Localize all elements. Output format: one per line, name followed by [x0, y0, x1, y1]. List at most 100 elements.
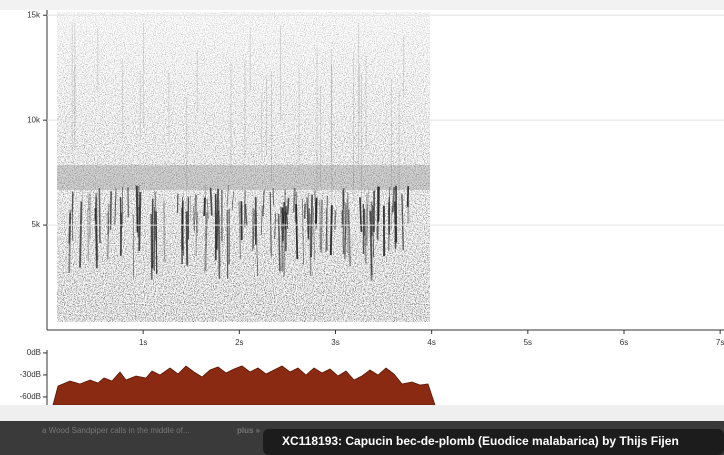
y-tick-label: 15k — [27, 10, 41, 19]
x-tick-label: 5s — [524, 338, 532, 347]
page-strip — [0, 405, 724, 421]
call-stroke — [195, 195, 197, 257]
caption-box — [263, 429, 724, 455]
call-stroke — [182, 196, 184, 256]
call-stroke — [107, 203, 110, 260]
call-stroke — [79, 201, 83, 268]
call-stroke — [203, 197, 206, 216]
call-stroke — [231, 191, 234, 210]
call-stroke — [244, 203, 248, 226]
call-stroke — [294, 191, 298, 222]
call-stroke — [347, 199, 349, 258]
caption: XC118193: Capucin bec-de-plomb (Euodice … — [282, 434, 679, 448]
call-stroke — [185, 211, 189, 266]
call-stroke — [262, 189, 265, 217]
call-stroke — [253, 196, 256, 239]
call-stroke — [150, 213, 153, 280]
call-stroke — [342, 190, 345, 209]
call-stroke — [306, 197, 310, 239]
more-link[interactable]: plus » — [237, 426, 261, 435]
call-stroke — [329, 205, 333, 256]
call-stroke — [307, 193, 309, 233]
amplitude-envelope — [52, 365, 436, 406]
call-stroke — [344, 202, 347, 260]
call-stroke — [106, 212, 109, 235]
x-tick-label: 2s — [235, 338, 243, 347]
call-stroke — [359, 197, 363, 232]
call-stroke — [390, 205, 393, 231]
y-tick-label: 10k — [27, 115, 41, 124]
call-stroke — [302, 199, 304, 265]
call-stroke — [209, 187, 213, 216]
call-stroke — [255, 210, 258, 277]
call-stroke — [153, 210, 156, 271]
call-stroke — [388, 186, 391, 216]
call-stroke — [87, 208, 90, 262]
call-stroke — [87, 193, 90, 211]
call-stroke — [391, 187, 396, 213]
call-stroke — [372, 205, 375, 258]
x-tick-label: 7s — [716, 338, 724, 347]
call-stroke — [346, 192, 350, 228]
amp-tick-label: 0dB — [27, 348, 41, 357]
noise-band — [57, 165, 430, 190]
call-stroke — [218, 199, 221, 268]
x-tick-label: 4s — [427, 338, 435, 347]
call-stroke — [286, 197, 290, 215]
call-stroke — [277, 213, 281, 272]
call-stroke — [215, 188, 220, 250]
call-stroke — [217, 210, 221, 279]
call-stroke — [283, 211, 286, 277]
call-stroke — [345, 205, 348, 253]
top-bar — [0, 0, 724, 10]
spectrogram-fade — [57, 12, 430, 322]
call-stroke — [313, 207, 315, 260]
call-stroke — [109, 191, 113, 231]
call-stroke — [325, 195, 328, 253]
call-stroke — [155, 211, 158, 275]
call-stroke — [204, 185, 207, 239]
amp-tick-label: -60dB — [20, 392, 41, 401]
call-stroke — [281, 207, 285, 224]
call-stroke — [243, 189, 246, 228]
call-stroke — [68, 212, 71, 244]
call-stroke — [334, 210, 337, 230]
call-stroke — [310, 194, 314, 258]
call-stroke — [269, 191, 272, 257]
call-stroke — [295, 203, 299, 260]
amp-tick-label: -30dB — [20, 370, 41, 379]
x-tick-label: 1s — [139, 338, 147, 347]
call-stroke — [95, 192, 99, 260]
y-tick-label: 5k — [32, 220, 41, 229]
call-stroke — [138, 192, 142, 252]
spectrogram — [57, 12, 430, 322]
call-stroke — [320, 199, 323, 253]
call-stroke — [325, 208, 329, 251]
remarks: a Wood Sandpiper calls in the middle of.… — [42, 426, 190, 435]
call-stroke — [206, 198, 209, 220]
call-stroke — [163, 200, 166, 262]
call-stroke — [114, 188, 117, 226]
call-stroke — [401, 194, 404, 251]
call-stroke — [406, 186, 410, 207]
call-stroke — [347, 209, 351, 267]
x-tick-label: 6s — [620, 338, 628, 347]
call-stroke — [68, 210, 72, 273]
x-tick-label: 3s — [331, 338, 339, 347]
call-stroke — [309, 214, 312, 276]
call-stroke — [368, 188, 370, 221]
call-stroke — [315, 197, 318, 224]
call-stroke — [292, 188, 296, 213]
call-stroke — [98, 188, 101, 244]
call-stroke — [226, 185, 229, 207]
call-stroke — [94, 208, 98, 269]
call-stroke — [303, 203, 307, 219]
call-stroke — [252, 209, 255, 249]
call-stroke — [274, 213, 277, 239]
call-stroke — [260, 205, 263, 236]
call-stroke — [363, 208, 367, 264]
call-stroke — [204, 212, 208, 272]
call-stroke — [238, 201, 242, 260]
call-stroke — [313, 189, 318, 212]
